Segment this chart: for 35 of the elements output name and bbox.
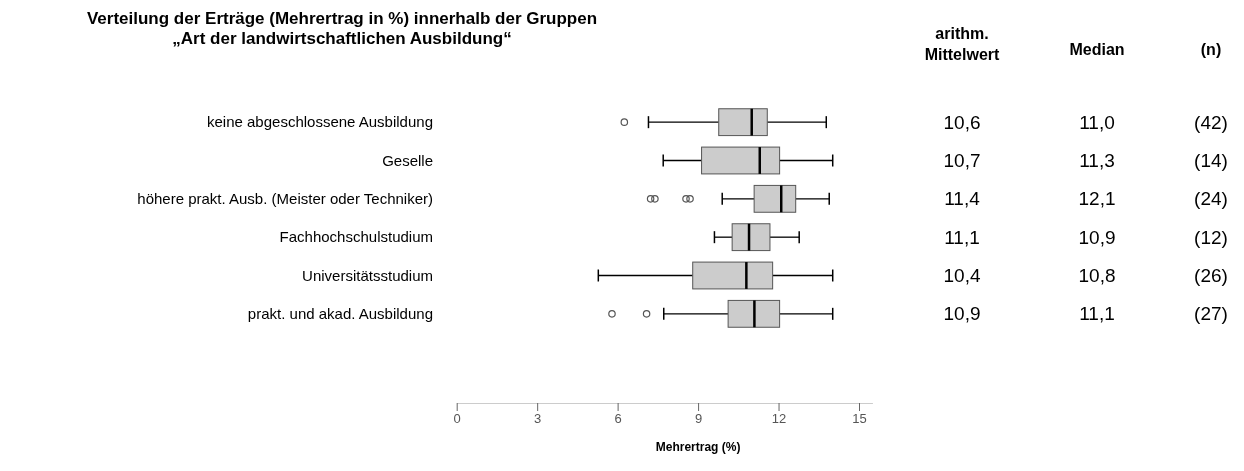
x-tick-label: 0 bbox=[453, 411, 461, 427]
text: 10,7 bbox=[943, 150, 981, 172]
text: (26) bbox=[1194, 265, 1228, 287]
text: 11,1 bbox=[1079, 303, 1115, 325]
text: (42) bbox=[1194, 111, 1228, 133]
text: 10,9 bbox=[1078, 226, 1116, 248]
text: (14) bbox=[1194, 150, 1228, 172]
text: 12,1 bbox=[1078, 188, 1116, 210]
text: (n) bbox=[1200, 41, 1222, 58]
text: (27) bbox=[1194, 303, 1228, 325]
text: 11,0 bbox=[1079, 111, 1115, 133]
x-tick-label: 9 bbox=[694, 411, 703, 427]
text: 11,3 bbox=[1079, 150, 1115, 172]
text: 10,8 bbox=[1078, 265, 1116, 287]
text: arithm. Mittelwert bbox=[924, 25, 1001, 63]
y-tick-label: keine abgeschlossene Ausbildung bbox=[206, 113, 433, 131]
x-axis-title: Mehrertrag (%) bbox=[655, 440, 741, 454]
y-tick-label: Universitätsstudium bbox=[302, 266, 433, 284]
text: (24) bbox=[1194, 188, 1228, 210]
chart-title: Verteilung der Erträge (Mehrertrag in %) innerhalb der Gruppen „Art der landwirtschaftlichen Ausbildung“ bbox=[86, 9, 598, 48]
x-tick-label: 6 bbox=[614, 411, 622, 427]
y-tick-label: Fachhochschulstudium bbox=[279, 228, 433, 246]
x-tick-label: 15 bbox=[852, 411, 867, 427]
y-tick-label: Geselle bbox=[382, 151, 433, 169]
y-tick-label: prakt. und akad. Ausbildung bbox=[247, 305, 433, 323]
text: 11,4 bbox=[944, 188, 981, 210]
x-tick-label: 12 bbox=[771, 411, 787, 427]
text: 10,6 bbox=[943, 111, 981, 133]
x-tick-label: 3 bbox=[534, 411, 542, 427]
text: 10,9 bbox=[943, 303, 981, 325]
text: 10,4 bbox=[943, 265, 981, 287]
text: Median bbox=[1069, 41, 1125, 58]
text: (12) bbox=[1194, 226, 1228, 248]
text: 11,1 bbox=[944, 226, 980, 248]
y-tick-label: höhere prakt. Ausb. (Meister oder Techniker) bbox=[137, 190, 433, 208]
